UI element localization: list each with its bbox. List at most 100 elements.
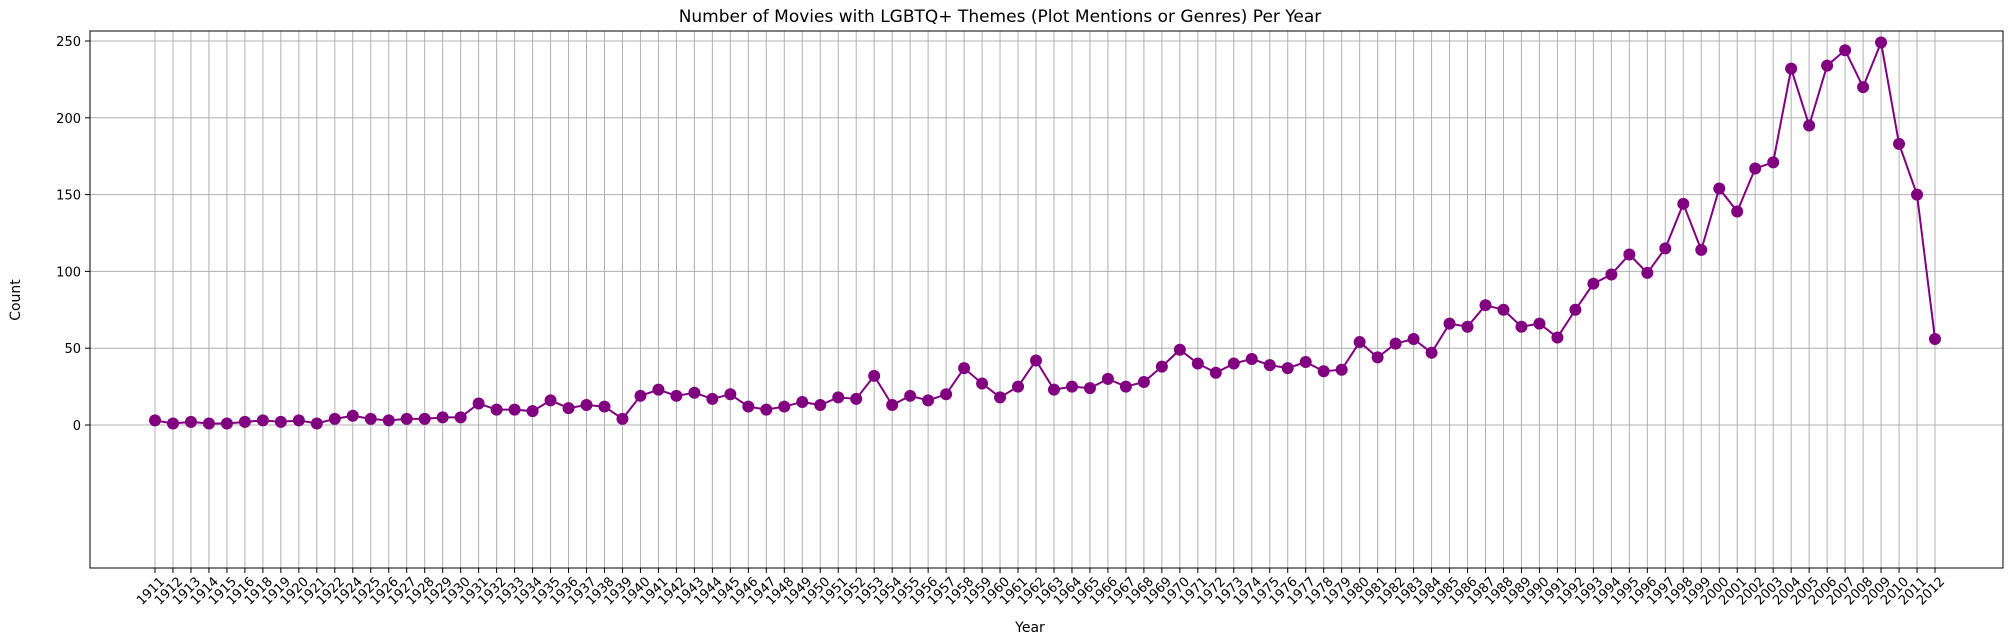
data-point	[1407, 332, 1420, 345]
data-point	[562, 402, 575, 415]
data-point	[166, 417, 179, 430]
data-point	[724, 388, 737, 401]
data-point	[1155, 360, 1168, 373]
data-point	[1893, 137, 1906, 150]
data-point	[1929, 332, 1941, 345]
data-point	[1857, 81, 1870, 94]
data-point	[418, 412, 431, 425]
data-point	[1533, 317, 1546, 330]
plot-frame	[89, 30, 2004, 569]
data-point	[652, 383, 665, 396]
data-point	[1821, 59, 1834, 72]
data-point	[1569, 303, 1582, 316]
y-tick-label: 0	[73, 419, 81, 434]
data-point	[544, 394, 557, 407]
data-point	[1677, 197, 1690, 210]
data-point	[1101, 372, 1114, 385]
data-point	[202, 417, 215, 430]
series-line	[154, 38, 1936, 425]
data-point	[1263, 359, 1276, 372]
y-tick-label: 100	[56, 265, 81, 280]
data-point	[382, 414, 395, 427]
data-point	[958, 362, 971, 375]
data-point	[1227, 357, 1240, 370]
data-point	[1299, 356, 1312, 369]
data-point	[1497, 303, 1510, 316]
data-point	[526, 405, 539, 418]
data-point	[688, 386, 701, 399]
data-point	[634, 389, 647, 402]
data-point	[400, 412, 413, 425]
data-point	[1641, 266, 1654, 279]
y-tick-label: 200	[56, 112, 81, 127]
data-point	[1461, 320, 1474, 333]
y-tick-label: 250	[56, 35, 81, 50]
data-point	[220, 417, 233, 430]
data-point	[1659, 242, 1672, 255]
data-point	[922, 394, 935, 407]
data-point	[1695, 243, 1708, 256]
data-point	[850, 392, 863, 405]
data-point	[274, 415, 287, 428]
data-point	[292, 414, 305, 427]
data-point	[580, 399, 593, 412]
data-point	[742, 400, 755, 413]
data-point	[454, 411, 467, 424]
data-point	[1012, 380, 1025, 393]
grid-lines	[90, 31, 2003, 568]
data-point	[184, 415, 197, 428]
data-point	[1065, 380, 1078, 393]
data-point	[994, 391, 1007, 404]
data-point	[1713, 182, 1726, 195]
data-point	[1443, 317, 1456, 330]
data-point	[1731, 205, 1744, 218]
data-point	[1875, 36, 1888, 49]
data-point	[1191, 357, 1204, 370]
data-point	[472, 397, 485, 410]
data-point	[616, 412, 629, 425]
data-point	[1623, 248, 1636, 261]
data-point	[1767, 156, 1780, 169]
data-point	[778, 400, 791, 413]
data-point	[814, 399, 827, 412]
data-point	[328, 412, 341, 425]
data-point	[796, 395, 809, 408]
data-point	[1353, 336, 1366, 349]
data-point	[436, 411, 449, 424]
data-point	[1119, 380, 1132, 393]
series-layer	[149, 36, 1941, 430]
data-point	[868, 369, 881, 382]
chart-title: Number of Movies with LGBTQ+ Themes (Plo…	[679, 7, 1322, 27]
data-point	[940, 388, 953, 401]
data-point	[1515, 320, 1528, 333]
y-axis-title: Count	[8, 279, 24, 321]
data-point	[1605, 268, 1618, 281]
data-point	[976, 377, 989, 390]
data-point	[1137, 375, 1150, 388]
data-point	[706, 392, 719, 405]
data-point	[1389, 337, 1402, 350]
x-axis-title: Year	[1014, 620, 1045, 636]
data-point	[760, 403, 773, 416]
data-point	[1803, 119, 1816, 132]
data-point	[904, 389, 917, 402]
data-point	[1209, 366, 1222, 379]
data-point	[508, 403, 521, 416]
data-point	[1281, 362, 1294, 375]
data-point	[1030, 354, 1043, 367]
data-point	[1587, 277, 1600, 290]
y-tick-label: 50	[64, 342, 81, 357]
data-point	[149, 414, 161, 427]
data-point	[1245, 352, 1258, 365]
data-point	[598, 400, 611, 413]
data-point	[832, 391, 845, 404]
data-point	[1173, 343, 1186, 356]
data-point	[1335, 363, 1348, 376]
data-point	[1479, 299, 1492, 312]
data-point	[238, 415, 251, 428]
data-point	[1425, 346, 1438, 359]
data-point	[1839, 44, 1852, 57]
y-tick-label: 150	[56, 189, 81, 204]
data-point	[310, 417, 323, 430]
